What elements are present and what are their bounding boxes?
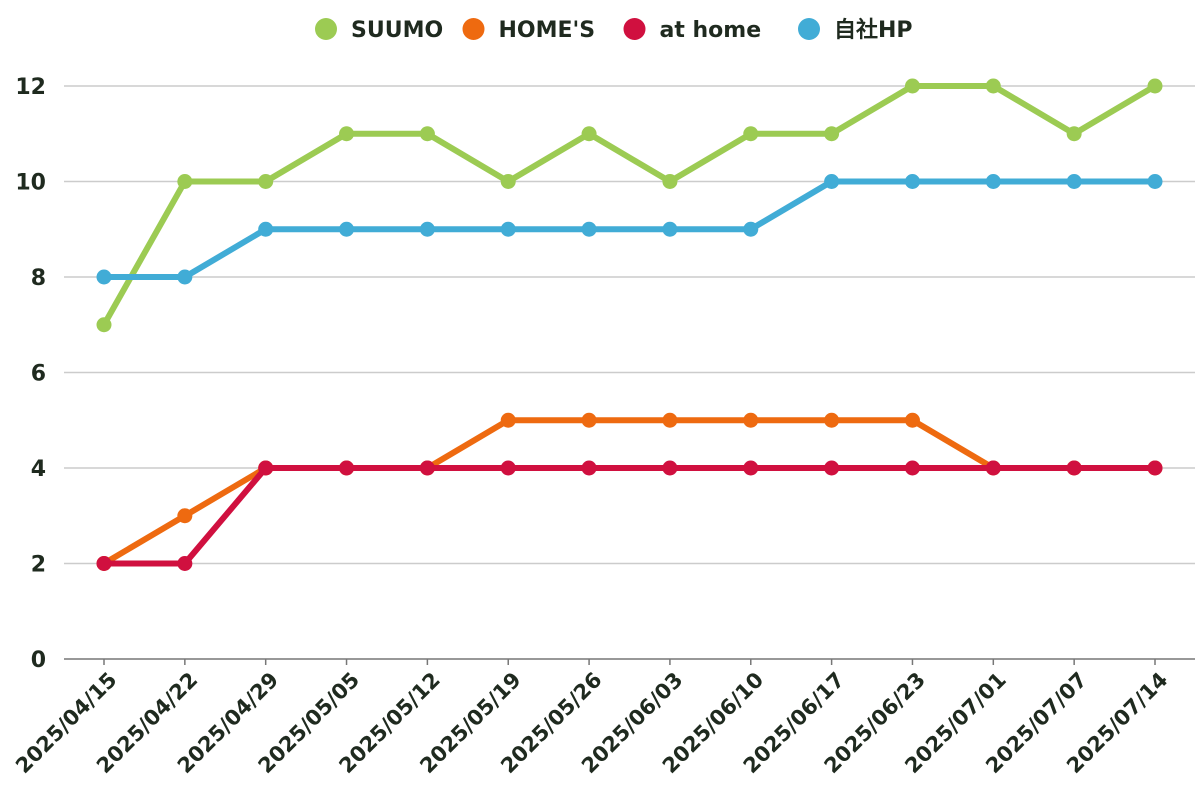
legend-label: HOME'S: [499, 18, 596, 43]
data-point: [1147, 78, 1163, 94]
grid: [64, 85, 1195, 660]
data-point: [662, 412, 678, 428]
series-line: [101, 83, 1158, 328]
data-point: [824, 412, 840, 428]
legend-marker: [798, 18, 820, 40]
data-point: [1066, 126, 1082, 142]
data-point: [743, 221, 759, 237]
data-point: [96, 317, 112, 333]
data-point: [904, 174, 920, 189]
series-at-home: [96, 460, 1163, 571]
data-point: [177, 269, 193, 285]
legend-marker: [462, 18, 485, 40]
x-axis: 2025/04/152025/04/222025/04/292025/05/05…: [11, 659, 1173, 778]
data-point: [662, 460, 678, 476]
data-point: [419, 221, 435, 237]
data-point: [904, 412, 920, 428]
legend-marker: [623, 18, 646, 40]
data-point: [662, 174, 678, 189]
data-point: [985, 460, 1001, 476]
data-point: [824, 126, 840, 142]
data-point: [339, 221, 355, 237]
data-point: [985, 174, 1001, 189]
data-point: [500, 221, 516, 237]
data-point: [177, 556, 193, 571]
legend-item-at-home: at home: [623, 18, 762, 43]
legend-item-suumo: SUUMO: [315, 18, 443, 43]
data-point: [258, 221, 274, 237]
series-suumo: [96, 78, 1163, 333]
data-point: [177, 508, 193, 524]
data-point: [743, 460, 759, 476]
data-point: [96, 556, 112, 571]
data-point: [1066, 174, 1082, 189]
data-point: [581, 460, 597, 476]
data-point: [1147, 174, 1163, 189]
legend-label: at home: [660, 18, 762, 43]
series-line: [101, 465, 1158, 567]
y-tick-label: 0: [31, 648, 46, 673]
data-point: [824, 174, 840, 189]
y-axis: 0 2 4 6 8 10 12: [15, 75, 46, 673]
y-tick-label: 8: [31, 266, 46, 291]
data-point: [258, 174, 274, 189]
data-point: [177, 174, 193, 189]
data-point: [419, 126, 435, 142]
data-point: [581, 126, 597, 142]
y-tick-label: 4: [31, 457, 46, 482]
legend-item-home-s: HOME'S: [462, 18, 596, 43]
data-point: [662, 221, 678, 237]
data-point: [1147, 460, 1163, 476]
data-point: [258, 460, 274, 476]
data-point: [581, 221, 597, 237]
data-point: [500, 412, 516, 428]
data-point: [96, 269, 112, 285]
data-point: [419, 460, 435, 476]
data-point: [904, 460, 920, 476]
data-point: [339, 460, 355, 476]
data-point: [1066, 460, 1082, 476]
data-point: [904, 78, 920, 94]
data-point: [743, 126, 759, 142]
data-point: [500, 174, 516, 189]
legend-label: SUUMO: [351, 18, 443, 43]
data-point: [581, 412, 597, 428]
series-home-s: [96, 412, 1163, 571]
series-layer: [96, 78, 1163, 571]
data-point: [339, 126, 355, 142]
series-line: [101, 417, 1158, 567]
data-point: [985, 78, 1001, 94]
legend-item-hp: 自社HP: [798, 17, 913, 43]
legend-label: 自社HP: [834, 17, 913, 43]
data-point: [500, 460, 516, 476]
data-point: [743, 412, 759, 428]
y-tick-label: 2: [31, 553, 46, 578]
y-tick-label: 10: [15, 171, 46, 196]
series-line: [101, 178, 1158, 280]
y-tick-label: 6: [31, 362, 46, 387]
legend: SUUMO HOME'S at home 自社HP: [315, 17, 913, 43]
y-tick-label: 12: [15, 75, 46, 100]
data-point: [824, 460, 840, 476]
series-hp: [96, 174, 1163, 285]
legend-marker: [315, 18, 337, 40]
